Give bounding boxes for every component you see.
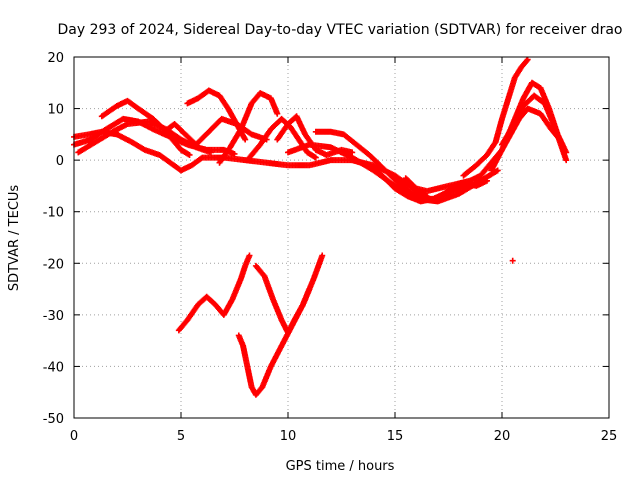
y-tick-label: -30 [43, 309, 64, 324]
data-point [306, 286, 313, 293]
y-tick-label: 20 [47, 51, 64, 66]
x-tick-label: 0 [70, 429, 78, 444]
series-dot-1 [509, 257, 516, 264]
data-point [563, 157, 570, 164]
data-series [71, 56, 570, 398]
series-arc-7 [216, 90, 281, 166]
series-arc-3 [98, 97, 193, 158]
data-point [523, 57, 530, 64]
x-tick-label: 20 [494, 429, 511, 444]
y-tick-label: 0 [56, 154, 64, 169]
y-tick-label: -20 [43, 257, 64, 272]
data-point [349, 149, 356, 156]
data-point [312, 154, 319, 161]
series-arc-6 [184, 87, 249, 143]
x-axis-label: GPS time / hours [286, 459, 395, 474]
data-point [524, 56, 531, 63]
x-tick-label: 10 [280, 429, 297, 444]
x-tick-label: 5 [177, 429, 185, 444]
data-point [186, 151, 193, 158]
data-point [242, 136, 249, 143]
data-point [207, 149, 214, 156]
series-arc-14 [460, 56, 531, 179]
data-point [274, 110, 281, 117]
y-tick-label: -10 [43, 206, 64, 221]
series-arc-8 [246, 115, 319, 161]
y-tick-label: -50 [43, 412, 64, 427]
series-arc-18 [235, 252, 326, 398]
x-axis: 0 5 10 15 20 25 [70, 57, 617, 444]
x-tick-label: 15 [387, 429, 404, 444]
series-arc-19 [252, 262, 313, 336]
y-tick-label: -40 [43, 360, 64, 375]
series-arc-16 [499, 92, 570, 164]
data-point [509, 257, 516, 264]
data-point [494, 167, 501, 174]
chart-title: Day 293 of 2024, Sidereal Day-to-day VTE… [57, 22, 622, 38]
y-axis-label: SDTVAR / TECUs [7, 185, 22, 292]
data-point [246, 252, 253, 259]
y-axis: 20 10 0 -10 -20 -30 -40 -50 [43, 51, 609, 427]
data-point [319, 252, 326, 259]
x-tick-label: 25 [601, 429, 618, 444]
plot-frame [73, 56, 610, 419]
series-arc-17 [175, 252, 253, 334]
y-tick-label: 10 [47, 103, 64, 118]
